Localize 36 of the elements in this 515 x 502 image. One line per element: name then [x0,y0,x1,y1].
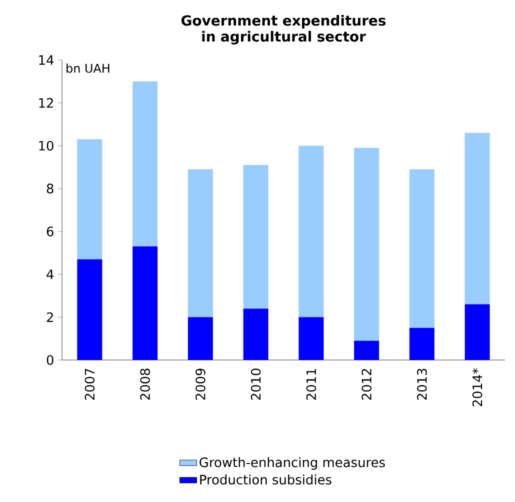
y-tick-label: 10 [39,140,54,151]
x-tick-label: 2009 [196,368,206,400]
bar [464,304,490,360]
x-tick-label: 2011 [306,368,316,400]
y-tick-label: 6 [46,226,54,236]
bar [132,246,158,360]
legend-label: Production subsidies [200,474,332,485]
y-tick-label: 4 [46,270,54,280]
bar [409,328,434,360]
y-tick-label: 14 [39,55,54,65]
y-tick-label: 12 [39,98,53,108]
bar [243,308,268,360]
bar [77,259,102,360]
y-tick-label: 8 [46,184,54,194]
x-tick-label: 2014* [472,368,482,406]
chart-title: Government expenditures in agricultural sector [181,14,386,45]
bar [298,317,324,360]
y-tick-label: 0 [46,355,54,365]
bar [77,139,102,260]
x-tick-label: 2013 [417,368,427,400]
bar [243,165,268,309]
x-tick-label: 2012 [362,369,372,400]
bar [132,81,158,246]
bar [298,146,324,318]
bar [354,340,380,360]
bar [354,148,380,341]
x-tick-label: 2007 [84,368,95,400]
x-tick-label: 2008 [140,368,150,400]
x-tick-label: 2010 [250,368,261,400]
bar [409,169,434,328]
bar [188,317,213,360]
bar [464,132,490,304]
bar [188,169,213,318]
y-axis-title: bn UAH [66,64,110,73]
y-tick-label: 2 [46,312,53,322]
legend-label: Growth-enhancing measures [200,457,385,470]
